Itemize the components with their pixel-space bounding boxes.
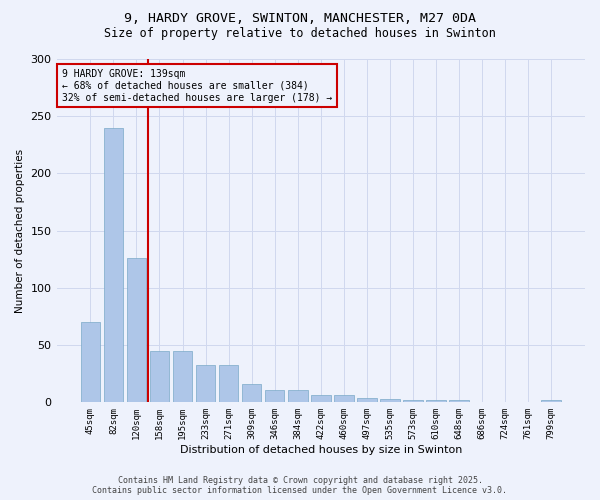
Bar xyxy=(104,128,123,402)
Bar xyxy=(149,351,169,403)
Bar xyxy=(380,399,400,402)
Text: 9, HARDY GROVE, SWINTON, MANCHESTER, M27 0DA: 9, HARDY GROVE, SWINTON, MANCHESTER, M27… xyxy=(124,12,476,26)
Bar xyxy=(219,364,238,403)
Text: Contains HM Land Registry data © Crown copyright and database right 2025.
Contai: Contains HM Land Registry data © Crown c… xyxy=(92,476,508,495)
Bar xyxy=(80,322,100,402)
Bar xyxy=(449,400,469,402)
Bar xyxy=(426,400,446,402)
Bar xyxy=(357,398,377,402)
Bar xyxy=(334,396,353,402)
Bar xyxy=(403,400,423,402)
Bar xyxy=(196,364,215,403)
Bar xyxy=(265,390,284,402)
Bar xyxy=(127,258,146,402)
Y-axis label: Number of detached properties: Number of detached properties xyxy=(15,148,25,312)
X-axis label: Distribution of detached houses by size in Swinton: Distribution of detached houses by size … xyxy=(179,445,462,455)
Text: Size of property relative to detached houses in Swinton: Size of property relative to detached ho… xyxy=(104,28,496,40)
Bar xyxy=(242,384,262,402)
Text: 9 HARDY GROVE: 139sqm
← 68% of detached houses are smaller (384)
32% of semi-det: 9 HARDY GROVE: 139sqm ← 68% of detached … xyxy=(62,70,332,102)
Bar xyxy=(311,396,331,402)
Bar xyxy=(288,390,308,402)
Bar xyxy=(173,351,193,403)
Bar xyxy=(541,400,561,402)
